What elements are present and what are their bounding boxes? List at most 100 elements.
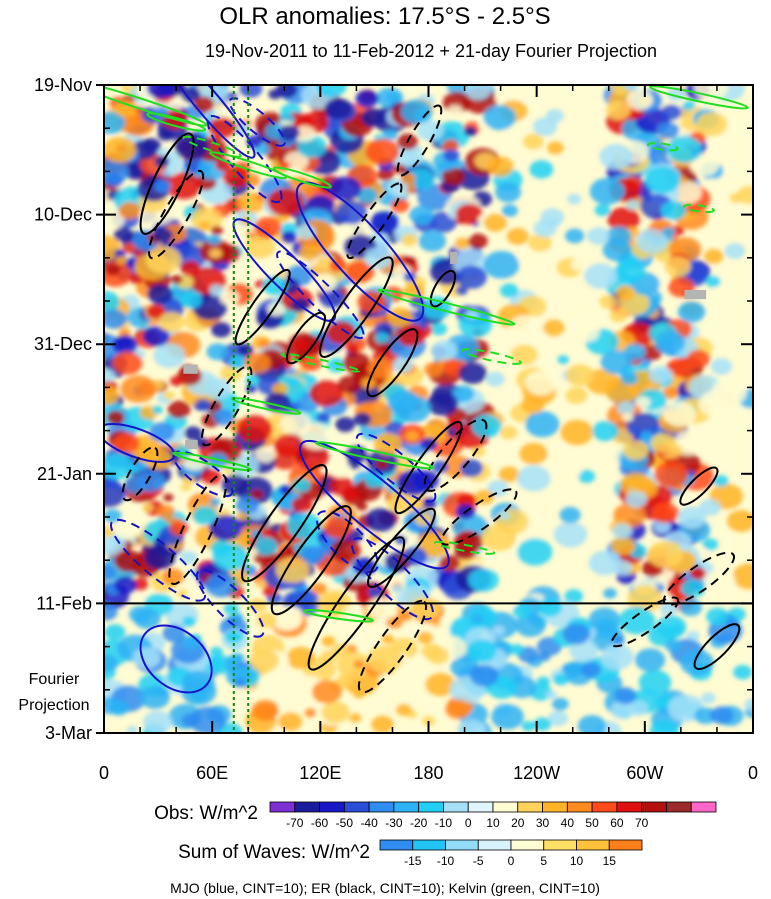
anomaly-cell [430, 340, 458, 361]
anomaly-cell [391, 198, 410, 213]
anomaly-cell [559, 506, 581, 524]
anomaly-cell [104, 368, 116, 382]
anomaly-cell [548, 457, 581, 483]
anomaly-cell [113, 432, 140, 454]
anomaly-cell [710, 358, 733, 375]
anomaly-cell [381, 634, 395, 644]
anomaly-cell [517, 538, 553, 566]
anomaly-cell [426, 391, 459, 416]
mjo-contour [109, 518, 207, 602]
anomaly-cell [599, 294, 618, 309]
anomaly-cell [267, 188, 304, 217]
anomaly-cell [698, 390, 733, 417]
field-blobs [104, 85, 753, 733]
anomaly-cell [460, 459, 483, 478]
kelvin-contour [683, 203, 715, 214]
anomaly-cell [277, 712, 303, 732]
anomaly-cell [275, 609, 301, 629]
anomaly-cell [570, 258, 587, 271]
anomaly-cell [221, 474, 249, 496]
anomaly-cell [286, 646, 315, 669]
anomaly-cell [229, 355, 247, 369]
anomaly-cell [456, 265, 487, 290]
anomaly-cell [592, 421, 619, 442]
anomaly-cell [400, 172, 416, 185]
obs-legend-swatch [467, 801, 494, 813]
anomaly-cell [600, 644, 634, 670]
anomaly-cell [120, 375, 157, 403]
anomaly-cell [200, 469, 222, 486]
anomaly-cell [353, 690, 365, 699]
anomaly-cell [195, 399, 211, 411]
anomaly-cell [162, 568, 184, 586]
anomaly-cell [112, 351, 143, 375]
anomaly-cell [553, 521, 588, 548]
anomaly-cell [626, 412, 661, 439]
anomaly-cell [239, 85, 263, 98]
anomaly-cell [492, 625, 505, 636]
anomaly-cell [392, 357, 414, 374]
anomaly-cell [273, 433, 305, 458]
x-tick-label: 180 [413, 763, 443, 783]
anomaly-cell [702, 538, 719, 551]
anomaly-cell [345, 260, 375, 284]
anomaly-cell [391, 584, 404, 594]
anomaly-cell [246, 268, 260, 279]
anomaly-cell [452, 385, 475, 403]
anomaly-cell [458, 362, 487, 384]
kelvin-contour [280, 352, 361, 373]
anomaly-cell [311, 680, 342, 704]
anomaly-cell [612, 523, 633, 539]
anomaly-cell [180, 483, 191, 492]
anomaly-cell [151, 405, 164, 415]
anomaly-cell [204, 378, 232, 400]
anomaly-cell [418, 230, 447, 252]
anomaly-cell [743, 269, 753, 283]
obs-legend-label: -50 [336, 816, 354, 830]
anomaly-cell [724, 243, 746, 259]
er-contour [168, 473, 228, 586]
kelvin-contour [649, 85, 749, 110]
anomaly-cell [371, 715, 394, 733]
anomaly-cell [599, 143, 633, 170]
anomaly-cell [119, 328, 131, 338]
x-tick-label: 60E [196, 763, 228, 783]
anomaly-cell [421, 643, 442, 659]
anomaly-cell [223, 603, 240, 615]
anomaly-cell [565, 228, 585, 244]
anomaly-cell [271, 382, 288, 396]
waves-legend-swatch [477, 839, 512, 851]
obs-legend-label: -70 [286, 816, 304, 830]
obs-legend-swatch [616, 801, 643, 813]
anomaly-cell [255, 579, 267, 589]
anomaly-cell [254, 536, 278, 556]
anomaly-cell [660, 200, 687, 221]
anomaly-cell [291, 496, 313, 513]
anomaly-cell [169, 375, 184, 387]
anomaly-cell [664, 639, 682, 653]
anomaly-cell [271, 510, 283, 520]
anomaly-cell [182, 616, 196, 627]
waves-legend-swatch [543, 839, 577, 851]
anomaly-cell [677, 506, 707, 529]
anomaly-cell [649, 720, 679, 733]
anomaly-cell [517, 465, 551, 492]
anomaly-cell [602, 238, 633, 262]
anomaly-cell [167, 400, 191, 419]
anomaly-cell [330, 538, 361, 563]
anomaly-cell [104, 385, 120, 406]
anomaly-cell [280, 411, 312, 437]
anomaly-cell [392, 163, 406, 174]
anomaly-cell [622, 440, 649, 461]
anomaly-cell [321, 635, 336, 647]
anomaly-cell [615, 260, 646, 283]
anomaly-cell [268, 89, 282, 100]
anomaly-cell [487, 156, 514, 177]
er-contour [693, 623, 741, 670]
waves-legend-swatch [576, 839, 610, 851]
anomaly-cell [365, 508, 396, 532]
mjo-contour [232, 218, 337, 322]
anomaly-cell [220, 365, 242, 382]
anomaly-cell [146, 85, 175, 99]
